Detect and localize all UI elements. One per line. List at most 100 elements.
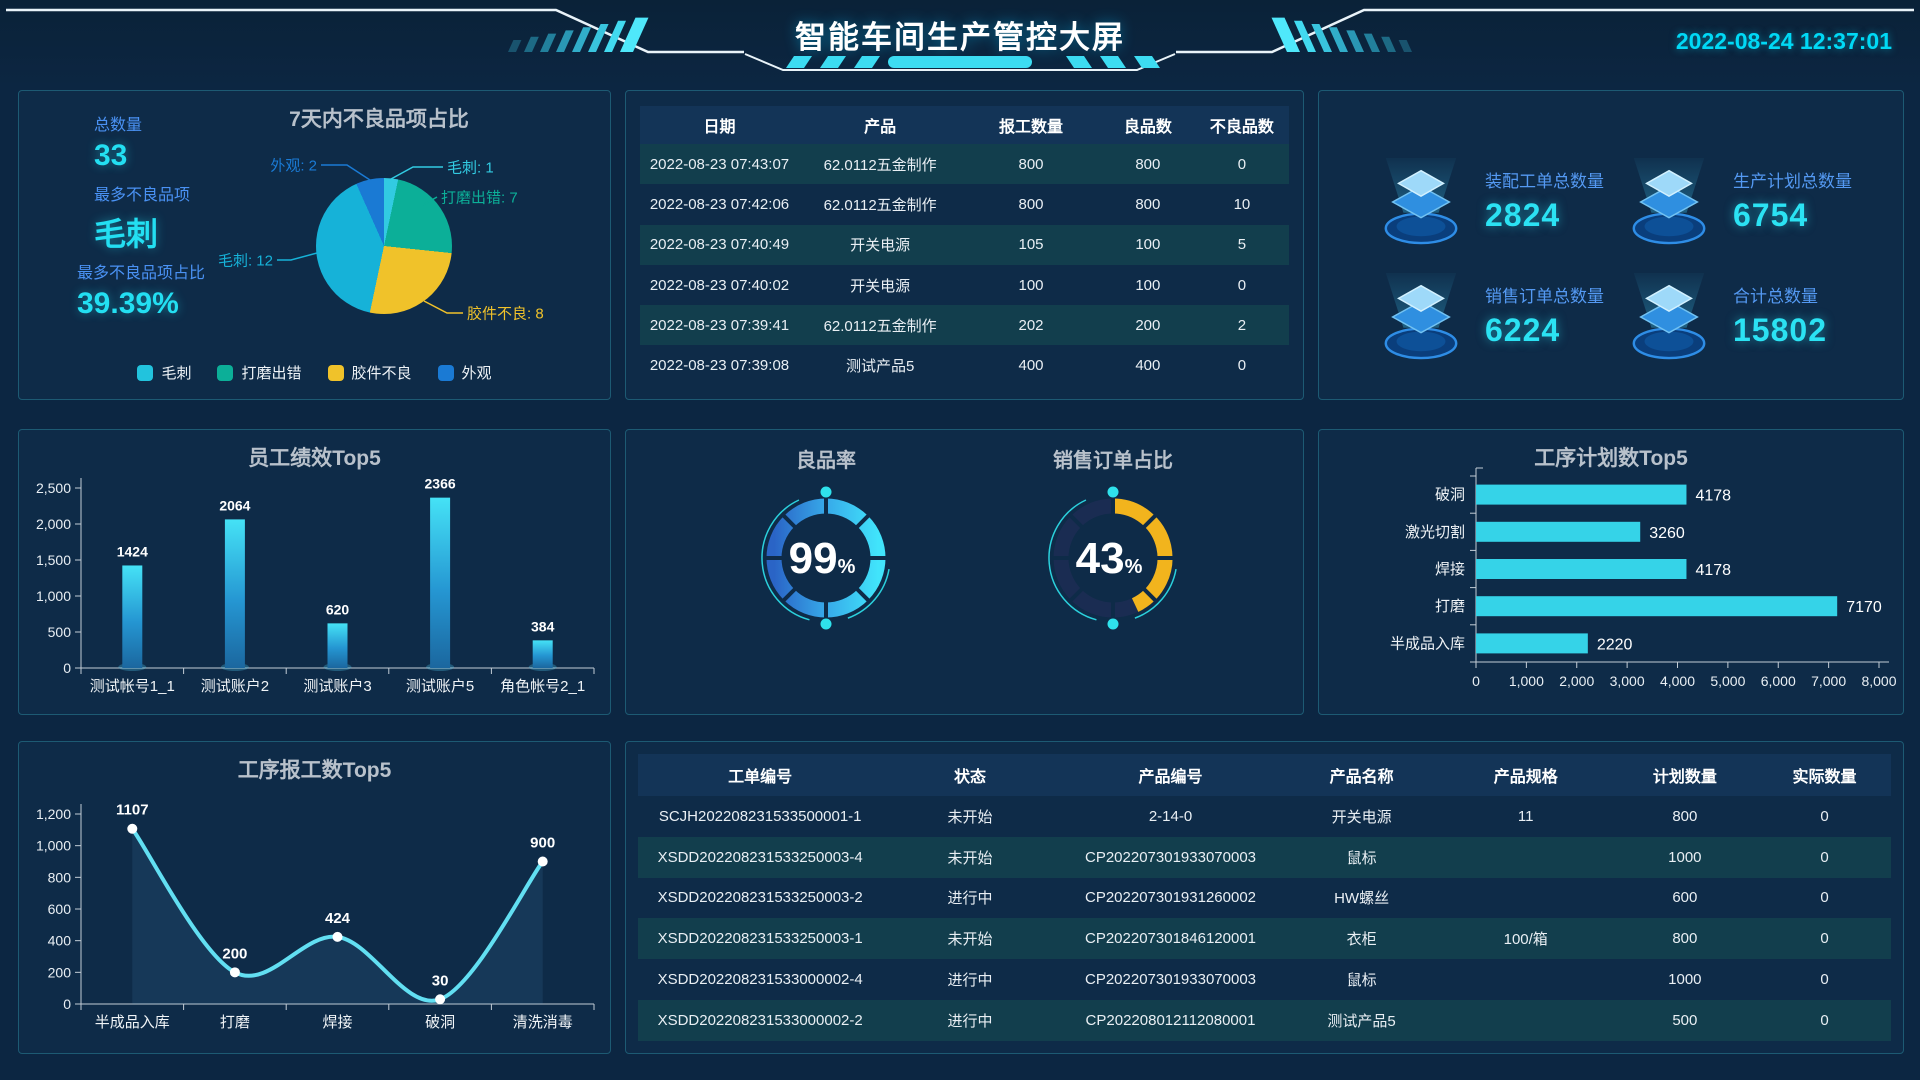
report-table: 日期 产品 报工数量 良品数 不良品数 2022-08-23 07:43:07 62.011… [640,106,1289,386]
table-cell: 进行中 [947,972,993,990]
table-cell: 202 [1018,316,1044,334]
panel-title-employee-top5: 员工绩效Top5 [248,447,381,470]
table-cell: CP202207301933070003 [1085,848,1256,866]
panel-gauges: 良品率 销售订单占比 99% 43% [625,429,1304,715]
x-tick-label: 4,000 [1660,673,1695,689]
header-background [0,0,1920,88]
gauge-decor-arc [1134,568,1177,619]
table-cell: 800 [1018,195,1044,213]
table-cell: CP202208012112080001 [1085,1011,1256,1029]
bar [224,519,245,668]
panel-title-process-plan: 工序计划数Top5 [1534,447,1688,470]
hbar [1476,596,1838,617]
table-cell: 0 [1820,807,1829,825]
gauge-decor-dot [1107,486,1119,498]
legend-swatch [437,364,454,381]
bar-value-label: 2366 [425,476,456,492]
legend-label: 打磨出错 [241,365,302,382]
table-header-row: 工单编号 状态 产品编号 产品名称 产品规格 计划数量 实际数量 [638,754,1891,796]
table-header-cell: 良品数 [1123,119,1172,136]
header-dash [1134,56,1160,68]
gauge-segment-gap [1140,585,1159,604]
y-tick-label: 1,000 [36,838,71,854]
table-cell: 0 [1237,155,1247,173]
stat-top-defect: 最多不良品项 毛刺 [94,181,190,255]
table-cell: XSDD202208231533250003-1 [657,930,863,948]
table-header-cell: 状态 [954,769,987,786]
layers-icon [1625,268,1713,364]
x-tick-label: 3,000 [1610,673,1645,689]
x-tick-label: 7,000 [1811,673,1846,689]
header: 智能车间生产管控大屏 2022-08-24 12:37:01 [0,0,1920,88]
x-tick-label: 8,000 [1861,673,1896,689]
hbar-value-label: 2220 [1597,636,1633,653]
page-title: 智能车间生产管控大屏 [795,20,1125,55]
table-row: XSDD202208231533000002-4 进行中 CP20220730193… [638,959,1891,1000]
table-cell: XSDD202208231533250003-4 [657,848,863,866]
pie-callout-line [321,164,371,181]
panel-employee-top5: 员工绩效Top5 0 500 1,000 1,500 2,000 2,500 1424 测试帐… [18,429,611,715]
header-stripe [508,40,522,52]
gauge-title-good-rate: 良品率 [796,450,856,472]
table-cell: 0 [1820,889,1829,907]
y-category-label: 破洞 [1435,487,1465,504]
table-header-cell: 计划数量 [1652,769,1717,786]
header-stripe [1381,36,1396,52]
defect-pie-chart [316,178,452,314]
stat-card-text: 生产计划总数量 6754 [1733,167,1852,234]
header-decoration [0,0,1920,88]
pie-slice-label: 胶件不良: 8 [467,305,544,323]
table-cell: 11 [1517,807,1534,825]
table-cell: 2-14-0 [1148,807,1193,825]
layers-icon [1377,153,1465,249]
gauge-value: 43% [1076,534,1143,583]
line-point [127,823,138,834]
bar-value-label: 1424 [117,543,148,559]
stat-label: 总数量 [94,117,143,134]
pie-callout-line [423,300,463,314]
table-cell: 0 [1820,848,1829,866]
table-cell: 鼠标 [1346,972,1377,990]
y-tick-label: 500 [48,624,72,640]
stat-value: 33 [94,139,128,172]
header-stripe [1346,30,1364,52]
y-tick-label: 2,000 [36,516,71,532]
table-cell: 400 [1135,357,1161,375]
x-category-label: 破洞 [425,1014,455,1031]
table-header-cell: 不良品数 [1209,119,1274,136]
table-header-cell: 实际数量 [1792,769,1857,786]
table-cell: 2022-08-23 07:42:06 [649,195,790,213]
panel-summary-stats: 装配工单总数量 2824 生产计划总数量 6754 销售订单总数量 6224 合计总数量 15… [1318,90,1904,400]
table-cell: 100/箱 [1503,931,1548,949]
bar [430,497,451,668]
table-cell: 62.0112五金制作 [823,317,937,335]
stat-card-text: 合计总数量 15802 [1733,282,1827,349]
header-stripe [556,30,574,52]
table-cell: 0 [1820,1011,1829,1029]
table-cell: 10 [1233,195,1251,213]
datetime-display: 2022-08-24 12:37:01 [1675,28,1892,54]
hbar-value-label: 3260 [1649,525,1685,542]
bar-value-label: 2064 [219,497,250,513]
stat-card: 生产计划总数量 6754 [1625,143,1873,258]
table-cell: 100 [1135,276,1161,294]
legend-label: 胶件不良 [351,365,412,382]
y-category-label: 焊接 [1435,561,1465,578]
pie-callout-line [390,166,443,180]
header-dash [1100,56,1126,68]
table-row: 2022-08-23 07:40:49 开关电源 105 100 5 [640,224,1289,265]
gauge-title-sales-ratio: 销售订单占比 [1053,450,1173,472]
table-cell: 开关电源 [850,237,911,255]
table-row: 2022-08-23 07:43:07 62.0112五金制作 800 800 0 [640,144,1289,185]
y-tick-label: 800 [48,869,72,885]
panel-defect-ratio: 7天内不良品项占比 总数量 33 最多不良品项 毛刺 最多不良品项占比 39.3… [18,90,611,400]
header-dash [1066,56,1092,68]
line-area [132,828,543,1004]
hbar [1476,484,1687,505]
stat-card: 销售订单总数量 6224 [1377,258,1625,373]
legend-swatch [137,364,154,381]
y-tick-label: 1,500 [36,552,71,568]
table-cell: 2 [1237,316,1247,334]
header-stripe [1328,27,1348,52]
gauge-segment-gap [780,585,799,604]
